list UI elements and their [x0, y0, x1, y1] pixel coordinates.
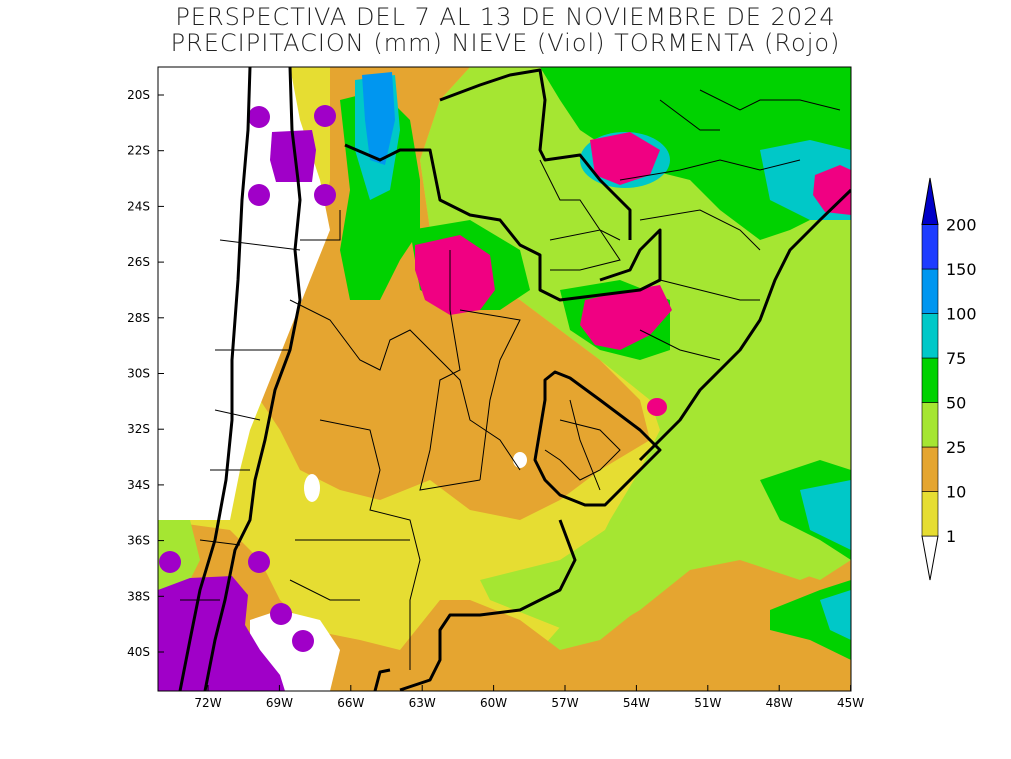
province-borders [180, 89, 841, 670]
legend-level-label: 75 [946, 349, 966, 368]
lat-tick-label: 40S [127, 645, 150, 659]
snow-area-8 [292, 630, 314, 652]
legend-level-label: 100 [946, 305, 977, 324]
legend-swatch [921, 313, 939, 359]
snow-area-2 [248, 106, 270, 128]
storm-area-2 [590, 132, 660, 185]
lat-tick-label: 30S [127, 367, 150, 381]
lon-tick-label: 45W [837, 696, 864, 710]
legend-swatch [921, 357, 939, 403]
storm-area-3 [580, 285, 672, 350]
legend-level-label: 25 [946, 438, 966, 457]
storm-area-5 [813, 165, 851, 215]
argentina-coast [399, 519, 577, 691]
argentina-paraguay-border [344, 143, 662, 302]
lat-tick-label: 20S [127, 88, 150, 102]
lon-tick-label: 51W [694, 696, 721, 710]
snow-area-6 [248, 551, 270, 573]
snow-area-3 [314, 105, 336, 127]
country-borders [178, 67, 851, 691]
legend-level-label: 50 [946, 394, 966, 413]
field-25-50-south [480, 460, 851, 640]
storm-overlay [415, 132, 851, 416]
field-100-150 [362, 72, 395, 165]
south-coast [373, 668, 391, 691]
field-lt1-spot2 [513, 452, 527, 468]
brazil-coast [638, 188, 851, 462]
map-title-line2: PRECIPITACION (mm) NIEVE (Viol) TORMENTA… [170, 29, 841, 57]
andes-border [203, 67, 302, 691]
field-lt1-spot [304, 474, 320, 502]
chile-coast [178, 67, 252, 691]
storm-area-4 [647, 398, 667, 416]
storm-area-1 [415, 235, 495, 315]
legend-swatch [921, 491, 939, 537]
lat-tick-label: 22S [127, 144, 150, 158]
lat-tick-label: 26S [127, 255, 150, 269]
legend-swatch [921, 402, 939, 448]
lat-tick-label: 32S [127, 422, 150, 436]
lon-tick-label: 69W [266, 696, 293, 710]
field-75-100-se2 [820, 590, 851, 640]
precipitation-legend: 1 10 25 50 75 100 150 200 [921, 177, 977, 581]
longitude-axis: 72W 69W 66W 63W 60W 57W 54W 51W 48W 45W [194, 685, 864, 710]
lon-tick-label: 72W [194, 696, 221, 710]
snow-area-1 [270, 130, 316, 182]
lon-tick-label: 54W [623, 696, 650, 710]
snow-area-5 [314, 184, 336, 206]
legend-swatch-lt1 [921, 535, 939, 581]
map-area [158, 67, 851, 691]
legend-swatch-gt200 [921, 177, 939, 225]
snow-area-7 [270, 603, 292, 625]
snow-area-4 [248, 184, 270, 206]
field-75-100-se [800, 480, 851, 550]
snow-overlay [158, 105, 336, 691]
lat-tick-label: 36S [127, 534, 150, 548]
lat-tick-label: 34S [127, 478, 150, 492]
legend-level-label: 200 [946, 216, 977, 235]
lat-tick-label: 38S [127, 589, 150, 603]
lon-tick-label: 63W [409, 696, 436, 710]
uruguay-border [533, 370, 662, 507]
snow-area-9 [159, 551, 181, 573]
lon-tick-label: 48W [766, 696, 793, 710]
lon-tick-label: 66W [337, 696, 364, 710]
map-title-line1: PERSPECTIVA DEL 7 AL 13 DE NOVIEMBRE DE … [175, 3, 836, 31]
lon-tick-label: 57W [551, 696, 578, 710]
legend-swatch [921, 268, 939, 314]
legend-level-label: 10 [946, 483, 966, 502]
lat-tick-label: 24S [127, 199, 150, 213]
legend-swatch [921, 446, 939, 492]
legend-swatch [921, 224, 939, 270]
lon-tick-label: 60W [480, 696, 507, 710]
latitude-axis: 20S 22S 24S 26S 28S 30S 32S 34S 36S 38S 40S [127, 88, 164, 659]
legend-level-label: 1 [946, 527, 956, 546]
map-frame [157, 66, 852, 692]
lat-tick-label: 28S [127, 311, 150, 325]
legend-level-label: 150 [946, 260, 977, 279]
snow-area-10 [158, 576, 285, 691]
bolivia-paraguay-border [439, 68, 632, 240]
